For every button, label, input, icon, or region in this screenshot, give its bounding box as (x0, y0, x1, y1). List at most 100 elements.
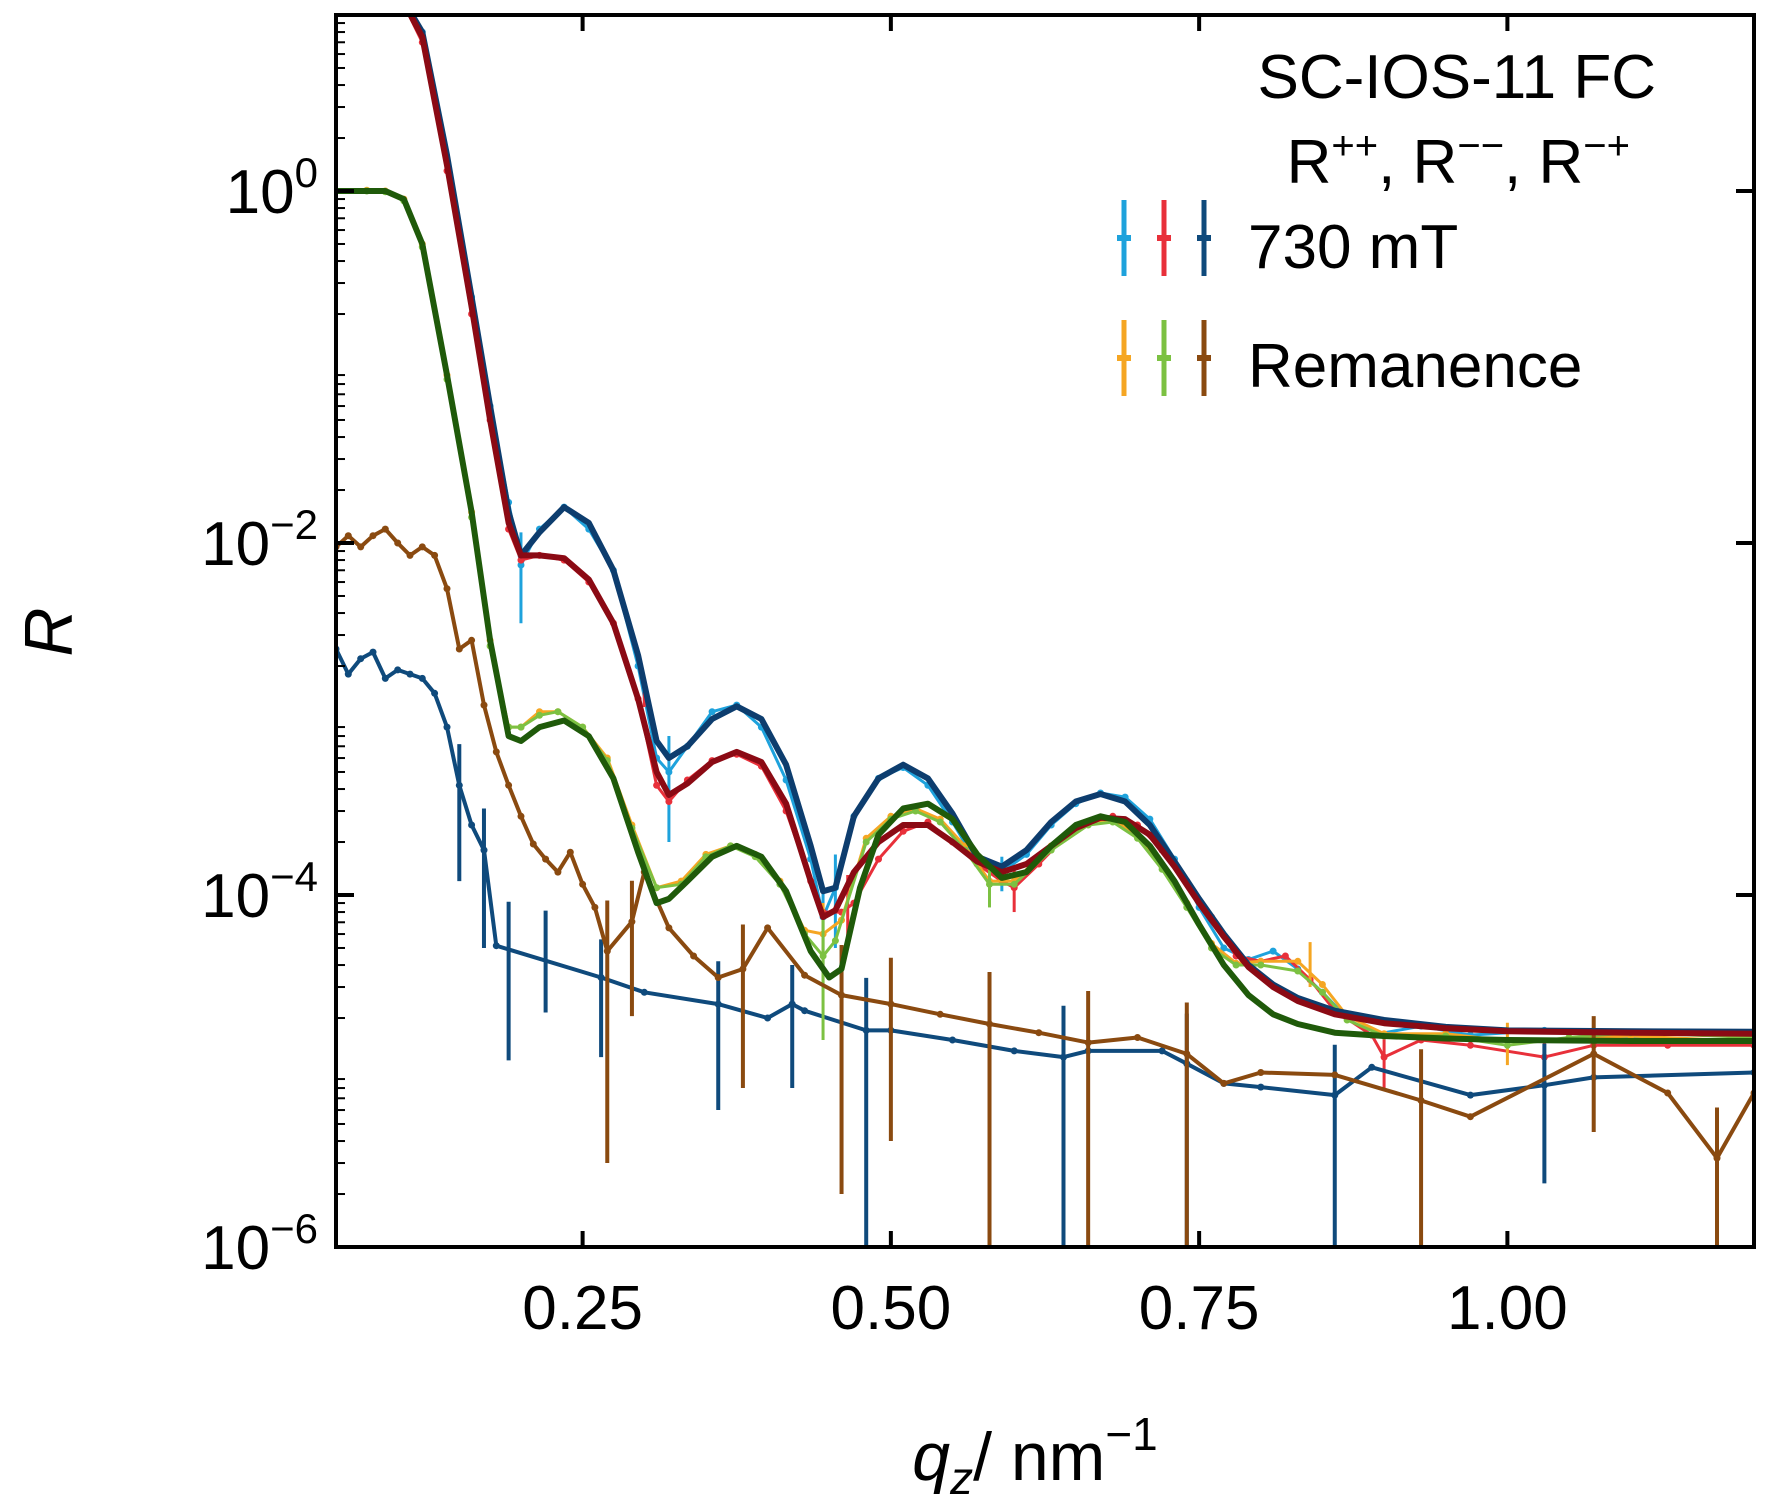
point-mpRem-5 (394, 540, 401, 547)
y-axis-label: R (11, 607, 87, 656)
point-mmRem-41 (1319, 989, 1326, 996)
point-mpRem-25 (665, 924, 672, 931)
point-mp730-7 (419, 675, 426, 682)
point-mp730-2 (357, 655, 364, 662)
y-tick-label-3: 10−6 (201, 1205, 318, 1283)
point-mpRem-29 (764, 924, 771, 931)
point-mp730-31 (1368, 1064, 1375, 1071)
x-axis-label: qz/ nm−1 (912, 1408, 1158, 1500)
point-mpRem-40 (1257, 1069, 1264, 1076)
x-tick-label-0: 0.25 (522, 1274, 643, 1343)
ticks-layer: 0.25 0.50 0.75 1.00 100 10−2 10−4 10−6 (201, 15, 1754, 1343)
x-axis-label-q: q (912, 1419, 950, 1495)
x-tick-label-3: 1.00 (1447, 1274, 1568, 1343)
legend-subtitle-r3: , R (1504, 128, 1583, 197)
point-mm730-16 (665, 798, 672, 805)
legend-subtitle-r1: R (1287, 128, 1332, 197)
legend-subtitle-sup2: −− (1457, 124, 1504, 168)
point-mpRem-45 (1664, 1090, 1671, 1097)
point-mmRem-39 (1257, 962, 1264, 969)
point-mpRem-18 (554, 869, 561, 876)
x-axis-label-exp: −1 (1105, 1408, 1157, 1460)
legend-subtitle: R++, R−−, R−+ (1287, 124, 1630, 197)
point-mp730-8 (431, 690, 438, 697)
point-mp730-15 (641, 989, 648, 996)
point-mpRem-41 (1331, 1071, 1338, 1078)
point-mpRem-13 (493, 748, 500, 755)
point-mpRem-2 (357, 543, 364, 550)
point-mp730-13 (493, 942, 500, 949)
point-mp730-32 (1467, 1092, 1474, 1099)
point-pp730-3 (400, 0, 407, 5)
point-mpRem-1 (345, 532, 352, 539)
point-mpRem-6 (407, 552, 414, 559)
point-mp730-3 (370, 649, 377, 656)
point-mpRem-30 (801, 972, 808, 979)
point-ppRem-41 (1319, 981, 1326, 988)
point-mpRem-16 (530, 841, 537, 848)
x-axis-label-sub: z (949, 1452, 973, 1500)
legend: SC-IOS-11 FC R++, R−−, R−+ 730 mT Remane… (1117, 43, 1656, 401)
point-mpRem-27 (715, 974, 722, 981)
point-mp730-6 (407, 671, 414, 678)
point-mp730-5 (394, 666, 401, 673)
legend-label-730mt: 730 mT (1248, 213, 1458, 282)
series-line-mmRem (336, 191, 1754, 1045)
point-mm730-43 (1282, 953, 1289, 960)
point-mp730-23 (1011, 1047, 1018, 1054)
point-mm730-3 (400, 1, 407, 8)
point-mpRem-10 (456, 646, 463, 653)
point-mpRem-4 (382, 526, 389, 533)
point-mp730-19 (801, 1007, 808, 1014)
point-mmRem-24 (863, 839, 870, 846)
point-mmRem-27 (937, 819, 944, 826)
point-mmRem-11 (554, 708, 561, 715)
point-pp730-42 (1270, 948, 1277, 955)
legend-entries (1117, 200, 1211, 396)
series-line-mpRem (336, 529, 1754, 1158)
series-line-fitRem (336, 191, 1754, 1041)
point-mmRem-10 (536, 712, 543, 719)
point-mpRem-39 (1220, 1080, 1227, 1087)
point-mpRem-8 (431, 552, 438, 559)
point-mmRem-30 (1011, 881, 1018, 888)
point-mmRem-23 (832, 937, 839, 944)
point-mp730-4 (382, 675, 389, 682)
point-mp730-17 (764, 1015, 771, 1022)
point-mm730-49 (1467, 1042, 1474, 1049)
series-line-ppRem (336, 190, 1754, 1041)
legend-title: SC-IOS-11 FC (1258, 43, 1656, 112)
point-mp730-1 (345, 671, 352, 678)
point-mpRem-20 (579, 881, 586, 888)
point-mmRem-40 (1294, 968, 1301, 975)
point-mm730-26 (875, 856, 882, 863)
legend-subtitle-sup1: ++ (1331, 124, 1378, 168)
x-tick-label-1: 0.50 (831, 1274, 952, 1343)
series-fitRem (336, 191, 1754, 1041)
point-mpRem-26 (690, 953, 697, 960)
y-tick-label-2: 10−4 (201, 853, 318, 931)
point-mmRem-38 (1233, 962, 1240, 969)
point-mp730-9 (444, 724, 451, 731)
series-mp730 (333, 646, 1758, 1300)
point-mp730-29 (1257, 1084, 1264, 1091)
point-ppRem-40 (1294, 958, 1301, 965)
point-mpRem-21 (591, 904, 598, 911)
point-mpRem-37 (1134, 1034, 1141, 1041)
legend-subtitle-r2: , R (1378, 128, 1457, 197)
point-mpRem-9 (444, 585, 451, 592)
point-mpRem-35 (1035, 1029, 1042, 1036)
legend-label-remanence: Remanence (1248, 332, 1582, 401)
point-mp730-11 (468, 822, 475, 829)
legend-subtitle-sup3: −+ (1583, 124, 1630, 168)
point-mpRem-12 (481, 702, 488, 709)
point-mpRem-14 (505, 782, 512, 789)
point-mpRem-19 (567, 849, 574, 856)
point-pp730-18 (709, 708, 716, 715)
point-mpRem-33 (937, 1011, 944, 1018)
point-mpRem-11 (468, 637, 475, 644)
point-mpRem-3 (370, 532, 377, 539)
point-mpRem-17 (542, 856, 549, 863)
